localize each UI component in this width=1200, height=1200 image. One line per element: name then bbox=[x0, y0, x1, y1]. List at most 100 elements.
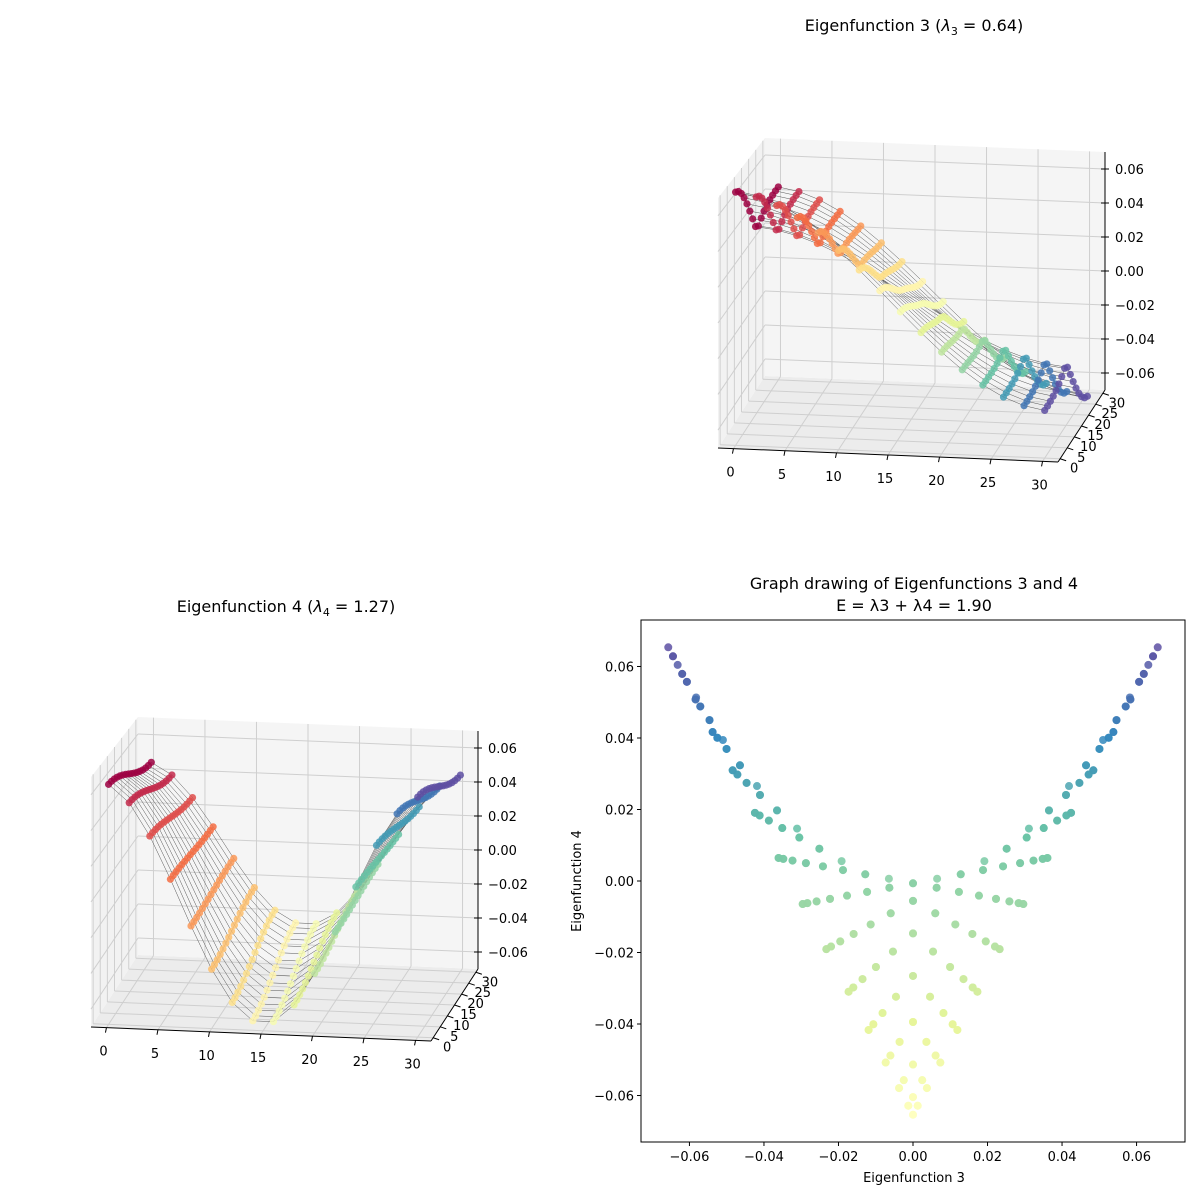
x-tick-label: 25 bbox=[353, 1055, 370, 1070]
data-point bbox=[1038, 854, 1047, 863]
grid-line bbox=[128, 968, 469, 984]
data-point bbox=[187, 922, 195, 930]
data-point bbox=[778, 218, 786, 226]
data-point bbox=[735, 761, 744, 770]
wire-edge bbox=[290, 968, 312, 984]
grid-line bbox=[748, 400, 1089, 416]
wire-edge bbox=[160, 784, 182, 810]
data-point bbox=[904, 1101, 913, 1110]
data-point bbox=[931, 1051, 940, 1060]
wire-edge bbox=[234, 925, 256, 953]
wire-edge bbox=[158, 826, 180, 869]
data-point bbox=[1082, 761, 1091, 770]
data-point bbox=[274, 956, 283, 964]
data-point bbox=[751, 222, 760, 231]
wire-edge bbox=[878, 246, 900, 265]
wire-edge bbox=[231, 931, 253, 960]
wire-edge bbox=[192, 797, 214, 827]
data-point bbox=[225, 933, 233, 941]
wire-edge bbox=[808, 216, 829, 227]
wire-edge bbox=[252, 959, 273, 976]
data-point bbox=[265, 916, 273, 924]
data-point bbox=[849, 929, 858, 938]
data-point bbox=[951, 920, 960, 929]
z-tick-label: −0.06 bbox=[488, 946, 528, 961]
grid-line bbox=[764, 222, 1106, 238]
y-tick-label: 0.02 bbox=[605, 803, 634, 818]
data-point bbox=[895, 1084, 904, 1093]
y-tick-label: 20 bbox=[467, 997, 484, 1012]
wire-edge bbox=[240, 986, 262, 1005]
wire-edge bbox=[793, 199, 814, 208]
wire-edge bbox=[872, 251, 894, 270]
grid-line bbox=[137, 903, 479, 919]
z-tick-label: 0.00 bbox=[1115, 265, 1144, 280]
data-point bbox=[259, 928, 268, 936]
data-point bbox=[327, 919, 335, 927]
wire-edge bbox=[985, 380, 1007, 394]
data-point bbox=[240, 976, 248, 984]
data-point bbox=[1066, 370, 1074, 379]
x-tick-label: 15 bbox=[250, 1051, 267, 1066]
wire-edge bbox=[955, 337, 977, 352]
data-point bbox=[773, 201, 781, 210]
z-tick-label: 0.04 bbox=[1115, 197, 1144, 212]
wire-edge bbox=[260, 938, 282, 954]
z-tick-label: −0.06 bbox=[1115, 367, 1155, 382]
data-point bbox=[309, 924, 317, 933]
wire-edge bbox=[193, 921, 215, 965]
data-point bbox=[1037, 369, 1045, 377]
data-point bbox=[664, 643, 673, 652]
data-point bbox=[1020, 402, 1028, 410]
data-point bbox=[1084, 770, 1093, 779]
wire-edge bbox=[181, 864, 203, 909]
data-point bbox=[313, 951, 321, 959]
data-point bbox=[891, 992, 900, 1001]
x-tick bbox=[414, 1040, 417, 1046]
wire-edge bbox=[932, 323, 954, 341]
x-tick bbox=[783, 450, 786, 456]
data-point bbox=[301, 943, 309, 951]
x-tick-label: 10 bbox=[825, 470, 842, 485]
y-tick-label: 25 bbox=[1101, 407, 1118, 422]
y-tick bbox=[1088, 414, 1095, 418]
data-point bbox=[322, 949, 330, 957]
wire-edge bbox=[947, 345, 969, 363]
wire-edge bbox=[178, 868, 200, 914]
wire-edge bbox=[962, 369, 984, 386]
wire-edge bbox=[145, 767, 167, 782]
x-tick-label: 0 bbox=[726, 466, 734, 481]
data-point bbox=[283, 935, 291, 943]
grid-line bbox=[135, 957, 476, 973]
data-point bbox=[304, 936, 312, 944]
wire-edge bbox=[169, 817, 191, 855]
data-point bbox=[331, 928, 339, 936]
grid-line bbox=[90, 733, 139, 796]
wire-edge bbox=[846, 242, 868, 258]
data-point bbox=[774, 853, 783, 862]
wire-edge bbox=[1014, 378, 1036, 387]
data-point bbox=[1014, 899, 1023, 908]
data-point bbox=[1039, 824, 1048, 833]
y-tick bbox=[432, 1037, 440, 1041]
wire-edge bbox=[269, 920, 290, 934]
wire-edge bbox=[149, 835, 171, 880]
wire-edge bbox=[142, 769, 164, 784]
data-point bbox=[881, 1058, 890, 1067]
data-point bbox=[822, 945, 831, 954]
data-point bbox=[234, 988, 242, 996]
x-tick-label: 0.06 bbox=[1122, 1150, 1151, 1165]
grid-line bbox=[1042, 389, 1090, 462]
wire-edge bbox=[935, 321, 957, 338]
data-point bbox=[974, 891, 983, 900]
grid-line bbox=[764, 290, 1106, 306]
y-tick bbox=[1059, 458, 1067, 462]
wire-edge bbox=[898, 264, 920, 285]
wire-edge bbox=[190, 854, 212, 895]
data-point bbox=[793, 214, 802, 222]
x-tick bbox=[156, 1029, 159, 1035]
wire-edge bbox=[849, 239, 871, 255]
wire-edge bbox=[180, 809, 202, 842]
wire-edge bbox=[128, 802, 151, 837]
data-point bbox=[869, 1020, 878, 1029]
